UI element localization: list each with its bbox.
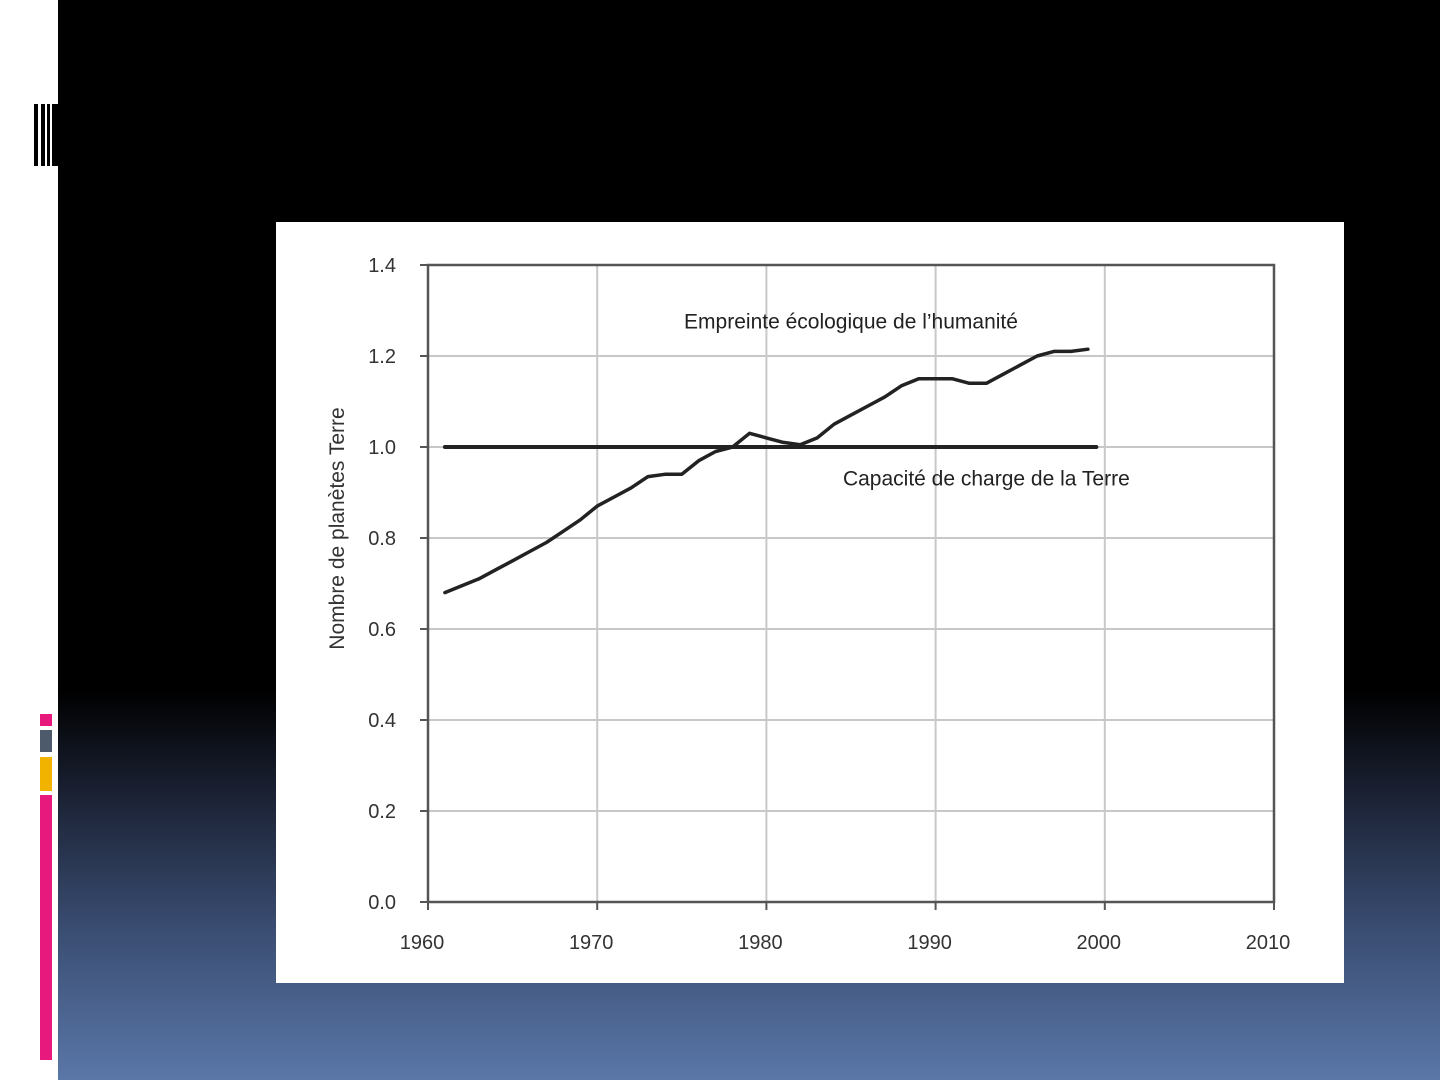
y-tick-label: 1.2 xyxy=(368,346,396,368)
slide-decoration-bars xyxy=(34,104,58,166)
y-tick-label: 0.6 xyxy=(368,619,396,641)
annotation-capacity: Capacité de charge de la Terre xyxy=(843,468,1130,491)
deco-bar xyxy=(47,104,50,166)
y-tick-label: 1.4 xyxy=(368,255,396,277)
y-axis-title: Nombre de planètes Terre xyxy=(326,407,349,649)
y-tick-label: 0.8 xyxy=(368,528,396,550)
x-tick-label: 2010 xyxy=(1246,932,1291,954)
x-tick-label: 1970 xyxy=(569,932,614,954)
series-line-footprint xyxy=(443,347,1090,595)
plot-frame xyxy=(426,263,1276,904)
accent-mark-gold xyxy=(40,757,52,791)
x-tick-label: 1960 xyxy=(400,932,445,954)
x-tick-label: 1990 xyxy=(907,932,952,954)
y-tick-label: 0.2 xyxy=(368,801,396,823)
y-tick-label: 0.4 xyxy=(368,710,396,732)
accent-mark-magenta xyxy=(40,714,52,726)
accent-mark-magenta-tall xyxy=(40,795,52,1060)
chart-svg: 1960 1970 1980 1990 2000 2010 0.0 0.2 0.4 0.6 0.8 1… xyxy=(326,255,1291,954)
chart-panel: 1960 1970 1980 1990 2000 2010 0.0 0.2 0.4 0.6 0.8 1… xyxy=(276,222,1344,983)
deco-bar xyxy=(34,104,38,166)
deco-bar xyxy=(52,104,58,166)
x-tick-label: 1980 xyxy=(738,932,783,954)
accent-mark-slate xyxy=(40,730,52,752)
deco-bar xyxy=(41,104,45,166)
x-tick-label: 2000 xyxy=(1077,932,1122,954)
annotation-footprint: Empreinte écologique de l’humanité xyxy=(684,311,1018,334)
y-tick-label: 1.0 xyxy=(368,437,396,459)
y-tick-label: 0.0 xyxy=(368,892,396,914)
